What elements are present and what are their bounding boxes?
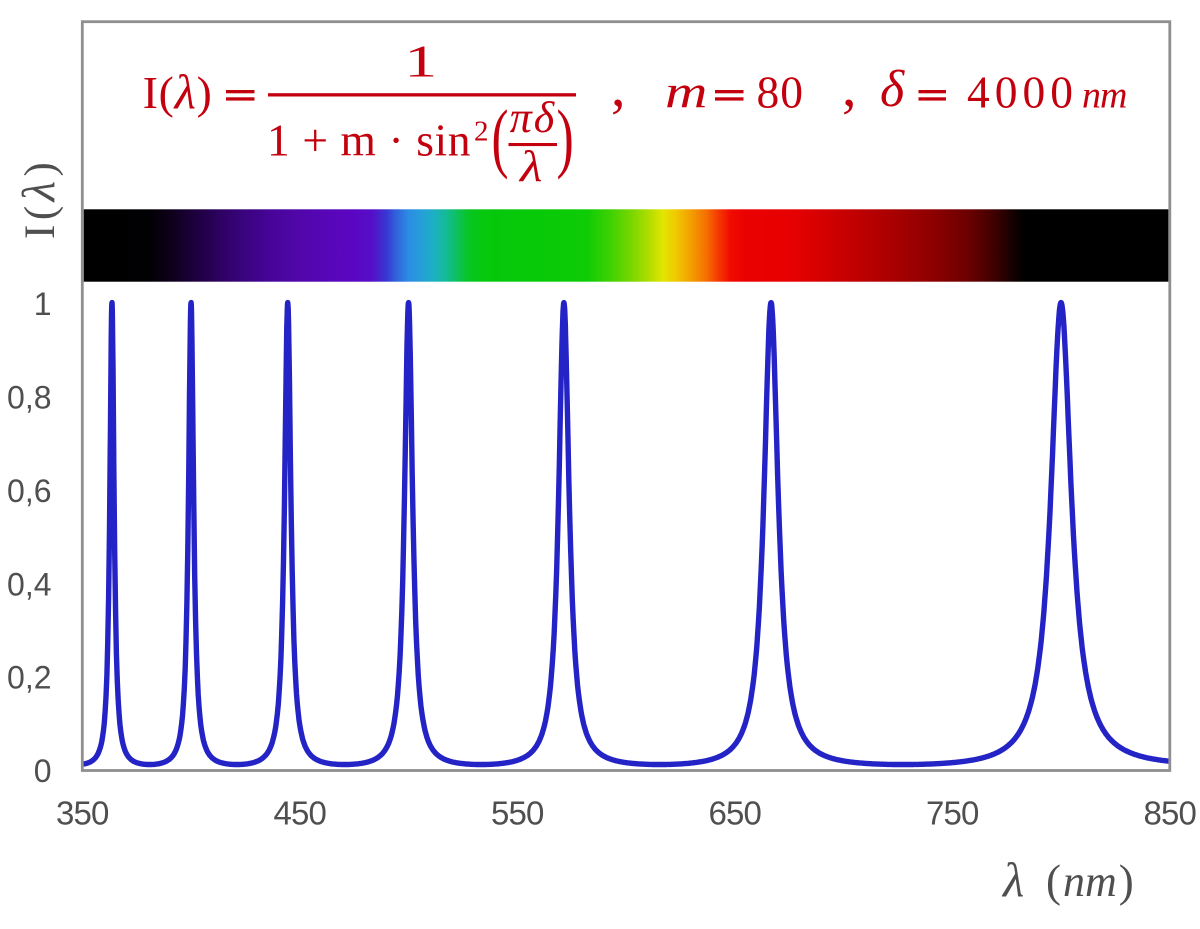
svg-text:I(λ): I(λ) <box>13 158 65 239</box>
svg-text:350: 350 <box>56 795 109 832</box>
svg-text:,: , <box>611 54 626 119</box>
svg-text:850: 850 <box>1143 795 1196 832</box>
svg-text:m: m <box>665 66 707 118</box>
svg-text:4000: 4000 <box>967 67 1078 118</box>
svg-text:nm: nm <box>1082 75 1126 117</box>
svg-text:550: 550 <box>491 795 544 832</box>
svg-text:80: 80 <box>757 67 805 118</box>
svg-text:0: 0 <box>34 753 52 789</box>
svg-text:(nm): (nm) <box>1046 856 1134 906</box>
svg-text:650: 650 <box>708 795 761 832</box>
svg-text:0,6: 0,6 <box>7 473 51 509</box>
svg-text:1: 1 <box>404 37 437 87</box>
svg-text:I(λ): I(λ) <box>143 64 213 119</box>
svg-text:1: 1 <box>34 286 52 322</box>
svg-text:0,2: 0,2 <box>7 660 51 696</box>
svg-text:,: , <box>842 54 857 119</box>
svg-text:): ) <box>557 95 574 181</box>
svg-text:λ: λ <box>1001 852 1024 907</box>
svg-text:1 + m · sin: 1 + m · sin <box>267 115 471 166</box>
svg-text:0,8: 0,8 <box>7 380 51 416</box>
svg-text:λ: λ <box>518 143 543 191</box>
svg-text:450: 450 <box>273 795 326 832</box>
svg-text:δ: δ <box>880 61 905 118</box>
svg-text:πδ: πδ <box>510 93 557 142</box>
svg-text:2: 2 <box>474 116 489 148</box>
svg-text:0,4: 0,4 <box>7 566 51 602</box>
svg-text:750: 750 <box>926 795 979 832</box>
svg-text:(: ( <box>492 94 509 180</box>
